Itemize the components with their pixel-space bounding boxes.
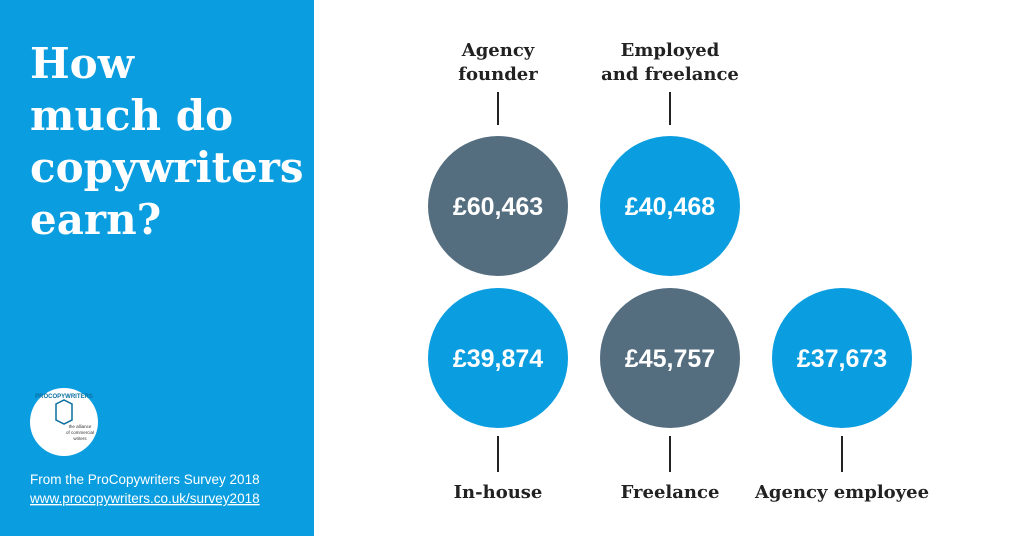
salary-value: £37,673 — [797, 345, 887, 373]
survey-link-anchor[interactable]: www.procopywriters.co.uk/survey2018 — [29, 491, 260, 506]
salary-circle — [600, 136, 740, 276]
role-label: and freelance — [601, 64, 739, 85]
role-label: Freelance — [621, 482, 720, 503]
survey-link[interactable]: www.procopywriters.co.uk/survey2018 — [29, 491, 260, 506]
logo-name: PROCOPYWRITERS — [35, 394, 93, 400]
title-line: How — [30, 39, 135, 88]
role-label: In-house — [454, 482, 543, 503]
salary-value: £60,463 — [453, 193, 543, 221]
salary-circle — [428, 288, 568, 428]
salary-value: £39,874 — [453, 345, 543, 373]
logo-icon — [55, 399, 73, 425]
role-label: Agency employee — [754, 482, 929, 503]
logo-badge — [30, 388, 98, 456]
title-line: copywriters — [30, 143, 304, 192]
title-line: much do — [30, 91, 233, 140]
salary-value: £45,757 — [625, 345, 715, 373]
salary-value: £40,468 — [625, 193, 715, 221]
source-note: From the ProCopywriters Survey 2018 — [30, 472, 260, 487]
role-label: founder — [458, 64, 538, 85]
title-line: earn? — [30, 195, 161, 244]
logo-tagline: of commercial — [66, 430, 94, 435]
role-label: Employed — [621, 40, 720, 61]
salary-circle — [600, 288, 740, 428]
role-label: Agency — [461, 40, 535, 61]
logo-tagline: the alliance — [69, 424, 92, 429]
salary-circle — [428, 136, 568, 276]
salary-circle — [772, 288, 912, 428]
logo-tagline: writers — [73, 436, 87, 441]
